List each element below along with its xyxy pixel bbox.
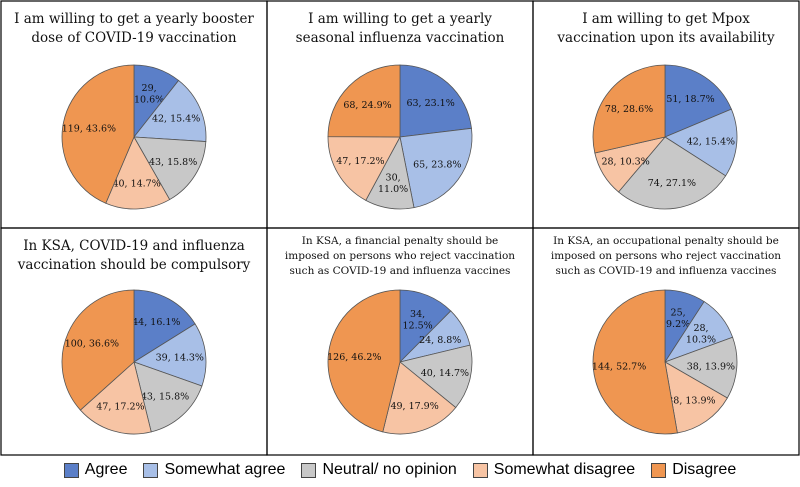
- data-label-somewhat-agree: 65, 23.8%: [413, 160, 461, 171]
- pie-chart-3: I am willing to get Mpox vaccination upon…: [556, 11, 775, 210]
- chart-title: such as COVID-19 and influenza vaccines: [290, 265, 511, 277]
- chart-title: In KSA, an occupational penalty should b…: [553, 235, 779, 247]
- data-label-neutral: 40, 14.7%: [421, 368, 469, 379]
- pie-chart-2: I am willing to get a yearly seasonal inf…: [296, 11, 505, 210]
- legend-label-neutral: Neutral/ no opinion: [322, 461, 457, 478]
- legend: Agree Somewhat agree Neutral/ no opinion…: [0, 455, 800, 485]
- legend-item-agree: Agree: [63, 461, 128, 479]
- chart-title: dose of COVID-19 vaccination: [31, 30, 236, 46]
- pie-slice-disagree: [592, 289, 678, 435]
- data-label-somewhat-agree: 42, 15.4%: [152, 114, 200, 125]
- pie-slice-disagree: [592, 64, 666, 154]
- pie-slice-somewhat-agree: [133, 79, 207, 142]
- data-label-agree: 63, 23.1%: [406, 98, 454, 109]
- pie-slice-agree: [664, 64, 732, 138]
- data-label-somewhat-disagree: 49, 17.9%: [390, 401, 438, 412]
- pie-slice-neutral: [133, 136, 207, 201]
- pie-chart-6: In KSA, an occupational penalty should b…: [551, 235, 781, 435]
- pie-slice-disagree: [327, 289, 401, 433]
- data-label-agree: 25,: [671, 308, 686, 319]
- chart-title: I am willing to get Mpox: [582, 11, 750, 27]
- legend-label-somewhat-agree: Somewhat agree: [164, 461, 286, 478]
- chart-title: I am willing to get a yearly booster: [14, 11, 254, 27]
- chart-title: vaccination upon its availability: [556, 30, 775, 46]
- data-label-disagree: 126, 46.2%: [327, 352, 381, 363]
- chart-title: seasonal influenza vaccination: [296, 30, 505, 46]
- legend-label-agree: Agree: [84, 461, 128, 478]
- legend-item-neutral: Neutral/ no opinion: [301, 461, 457, 479]
- data-label-disagree: 100, 36.6%: [65, 339, 119, 350]
- legend-swatch-disagree: [651, 462, 667, 478]
- legend-swatch-agree: [63, 462, 79, 478]
- data-label-disagree: 68, 24.9%: [343, 100, 391, 111]
- data-label-agree: 34,: [410, 309, 425, 320]
- data-label-somewhat-agree: 10.3%: [686, 335, 716, 346]
- legend-item-somewhat-disagree: Somewhat disagree: [472, 461, 636, 479]
- data-label-neutral: 43, 15.8%: [149, 157, 197, 168]
- panel-frame: [532, 227, 800, 456]
- data-label-disagree: 119, 43.6%: [62, 123, 116, 134]
- data-label-somewhat-agree: 42, 15.4%: [687, 137, 735, 148]
- pie-chart-5: In KSA, a financial penalty should be imp…: [285, 235, 515, 435]
- legend-label-somewhat-disagree: Somewhat disagree: [493, 461, 636, 478]
- pie-slice-somewhat-agree: [133, 323, 207, 387]
- legend-item-somewhat-agree: Somewhat agree: [143, 461, 285, 479]
- pie-slice-somewhat-disagree: [327, 136, 401, 201]
- legend-swatch-neutral: [301, 462, 317, 478]
- data-label-agree: 29,: [142, 83, 157, 94]
- pie-slice-neutral: [399, 344, 473, 409]
- data-label-somewhat-disagree: 40, 14.7%: [112, 179, 160, 190]
- pie-slice-agree: [133, 289, 196, 363]
- data-label-neutral: 30,: [386, 172, 401, 183]
- legend-item-disagree: Disagree: [651, 461, 736, 479]
- data-label-neutral: 38, 13.9%: [687, 362, 735, 373]
- chart-title: In KSA, a financial penalty should be: [302, 235, 499, 247]
- chart-title: In KSA, COVID-19 and influenza: [23, 238, 245, 254]
- pie-slice-somewhat-disagree: [382, 361, 457, 435]
- pie-slice-somewhat-disagree: [105, 136, 171, 210]
- pie-slice-neutral: [664, 336, 738, 399]
- data-label-somewhat-disagree: 47, 17.2%: [96, 402, 144, 413]
- data-label-disagree: 144, 52.7%: [592, 362, 646, 373]
- data-label-somewhat-agree: 39, 14.3%: [156, 353, 204, 364]
- data-label-somewhat-agree: 24, 8.8%: [419, 335, 461, 346]
- pie-slice-somewhat-agree: [664, 108, 738, 177]
- pie-slice-agree: [399, 64, 472, 138]
- data-label-agree: 10.6%: [134, 95, 164, 106]
- data-label-somewhat-disagree: 28, 10.3%: [601, 157, 649, 168]
- chart-title: vaccination should be compulsory: [17, 257, 251, 273]
- pie-slice-neutral: [133, 361, 203, 433]
- pie-slice-disagree: [61, 64, 135, 204]
- legend-label-disagree: Disagree: [672, 461, 737, 478]
- legend-swatch-somewhat-agree: [143, 462, 159, 478]
- pie-chart-4: In KSA, COVID-19 and influenza vaccinatio…: [17, 238, 251, 435]
- chart-title: imposed on persons who reject vaccinatio…: [285, 250, 515, 262]
- data-label-neutral: 43, 15.8%: [141, 392, 189, 403]
- data-label-agree: 12.5%: [403, 321, 433, 332]
- chart-title: such as COVID-19 and influenza vaccines: [556, 265, 777, 277]
- data-label-disagree: 78, 28.6%: [605, 104, 653, 115]
- data-label-somewhat-agree: 28,: [693, 323, 708, 334]
- data-label-neutral: 11.0%: [378, 184, 408, 195]
- pie-chart-1: I am willing to get a yearly booster dose…: [14, 11, 254, 210]
- pie-slice-neutral: [617, 136, 727, 210]
- pie-slice-somewhat-disagree: [664, 361, 728, 434]
- chart-title: I am willing to get a yearly: [308, 11, 492, 27]
- data-label-somewhat-disagree: 47, 17.2%: [336, 156, 384, 167]
- legend-swatch-somewhat-disagree: [472, 462, 488, 478]
- data-label-agree: 44, 16.1%: [132, 317, 180, 328]
- data-label-neutral: 74, 27.1%: [648, 178, 696, 189]
- data-label-somewhat-disagree: 38, 13.9%: [667, 395, 715, 406]
- pie-slice-disagree: [327, 64, 401, 138]
- data-label-agree: 9.2%: [666, 319, 690, 330]
- pie-slice-somewhat-disagree: [79, 361, 152, 435]
- data-label-agree: 51, 18.7%: [666, 94, 714, 105]
- pie-slice-disagree: [61, 289, 135, 411]
- chart-title: imposed on persons who reject vaccinatio…: [551, 250, 781, 262]
- pie-slice-somewhat-agree: [399, 127, 473, 209]
